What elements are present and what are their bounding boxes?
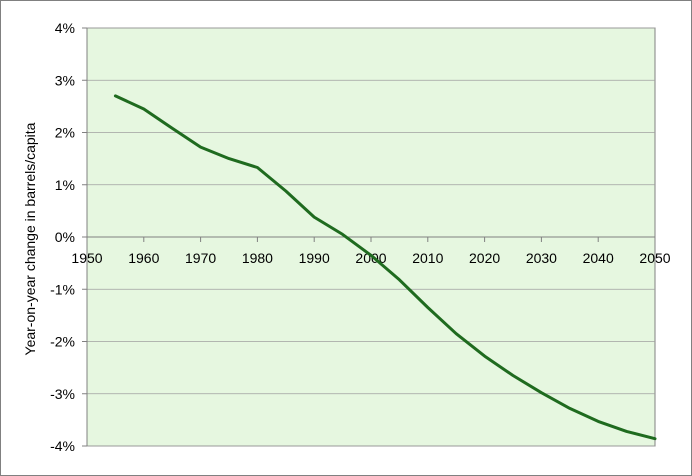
x-tick-label: 1980 <box>242 250 273 266</box>
x-tick-label: 1990 <box>299 250 330 266</box>
y-tick-label: 1% <box>55 177 75 193</box>
x-tick-label: 1950 <box>71 250 102 266</box>
gridlines <box>87 27 655 447</box>
x-tick-label: 2050 <box>639 250 670 266</box>
x-tick-label: 1970 <box>185 250 216 266</box>
y-tick-label: 2% <box>55 125 75 141</box>
x-tick-label: 2020 <box>469 250 500 266</box>
y-tick-label: -3% <box>50 386 75 402</box>
x-tick-label: 2040 <box>583 250 614 266</box>
y-tick-label: -1% <box>50 281 75 297</box>
x-tick-labels: 1950 1960 1970 1980 1990 2000 2010 2020 2030 2040… <box>71 237 671 266</box>
y-axis-label: Year-on-year change in barrels/capita <box>22 122 38 355</box>
x-tick-label: 2010 <box>412 250 443 266</box>
y-tick-labels: 4% 3% 2% 1% 0% -1% -2% -3% -4% <box>50 20 87 454</box>
y-tick-label: 0% <box>55 229 75 245</box>
series-line <box>113 94 657 441</box>
y-tick-label: -2% <box>50 334 75 350</box>
x-tick-label: 1960 <box>128 250 159 266</box>
y-tick-label: 4% <box>55 20 75 36</box>
y-tick-label: -4% <box>50 438 75 454</box>
y-tick-label: 3% <box>55 72 75 88</box>
x-tick-label: 2030 <box>526 250 557 266</box>
